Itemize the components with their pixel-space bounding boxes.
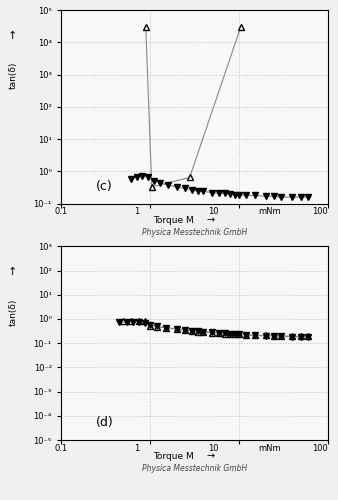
Text: 1: 1 — [134, 208, 140, 216]
Text: →: → — [206, 215, 214, 225]
Text: →: → — [206, 452, 214, 462]
Text: 0.1: 0.1 — [54, 444, 67, 452]
Text: Torque M: Torque M — [153, 216, 193, 225]
Text: mNm: mNm — [258, 444, 281, 452]
Text: tan(δ): tan(δ) — [8, 298, 17, 326]
Text: Torque M: Torque M — [153, 452, 193, 462]
Text: 1: 1 — [134, 444, 140, 452]
Text: 0.1: 0.1 — [54, 208, 67, 216]
Text: 100: 100 — [312, 208, 328, 216]
Text: tan(δ): tan(δ) — [8, 62, 17, 90]
Text: ↑: ↑ — [8, 268, 18, 278]
Text: 100: 100 — [312, 444, 328, 452]
Text: Physica Messtechnik GmbH: Physica Messtechnik GmbH — [142, 464, 247, 473]
Text: Physica Messtechnik GmbH: Physica Messtechnik GmbH — [142, 228, 247, 236]
Text: (c): (c) — [96, 180, 112, 193]
Text: mNm: mNm — [258, 208, 281, 216]
Text: ↑: ↑ — [8, 31, 18, 41]
Text: 10: 10 — [208, 208, 218, 216]
Text: 10: 10 — [208, 444, 218, 452]
Text: (d): (d) — [96, 416, 113, 430]
